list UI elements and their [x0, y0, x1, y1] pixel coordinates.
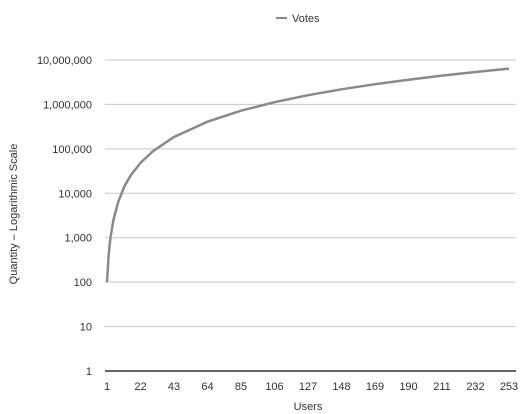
- x-tick-label: 169: [366, 381, 384, 393]
- x-tick-label: 43: [168, 381, 180, 393]
- series-line-votes: [105, 67, 510, 283]
- y-tick-label: 1,000,000: [43, 99, 92, 111]
- y-tick-label: 10,000: [58, 188, 92, 200]
- x-tick-label: 253: [500, 381, 518, 393]
- y-tick-label: 10: [80, 322, 92, 334]
- x-tick-label: 232: [466, 381, 484, 393]
- grid: [105, 59, 516, 372]
- x-axis-title: Users: [294, 401, 323, 413]
- x-tick-label: 22: [134, 381, 146, 393]
- y-axis-ticks: 1 10 100 1,000 10,000 100,000 1,000,000 10,000,…: [37, 55, 92, 378]
- x-tick-label: 64: [201, 381, 213, 393]
- x-tick-label: 148: [332, 381, 350, 393]
- x-tick-label: 127: [299, 381, 317, 393]
- x-tick-label: 190: [399, 381, 417, 393]
- y-tick-label: 100,000: [52, 144, 92, 156]
- x-tick-label: 1: [104, 381, 110, 393]
- legend: Votes: [276, 13, 320, 25]
- x-tick-label: 85: [235, 381, 247, 393]
- x-axis-ticks: 1 22 43 64 85 106 127 148 169 190 211 232 253: [104, 381, 518, 393]
- y-tick-label: 1: [86, 366, 92, 378]
- x-tick-label: 106: [265, 381, 283, 393]
- x-tick-label: 211: [433, 381, 451, 393]
- y-tick-label: 1,000: [64, 233, 92, 245]
- y-tick-label: 100: [74, 277, 92, 289]
- legend-label-votes: Votes: [292, 13, 320, 25]
- y-tick-label: 10,000,000: [37, 55, 92, 67]
- y-axis-title: Quantity – Logarithmic Scale: [8, 144, 20, 285]
